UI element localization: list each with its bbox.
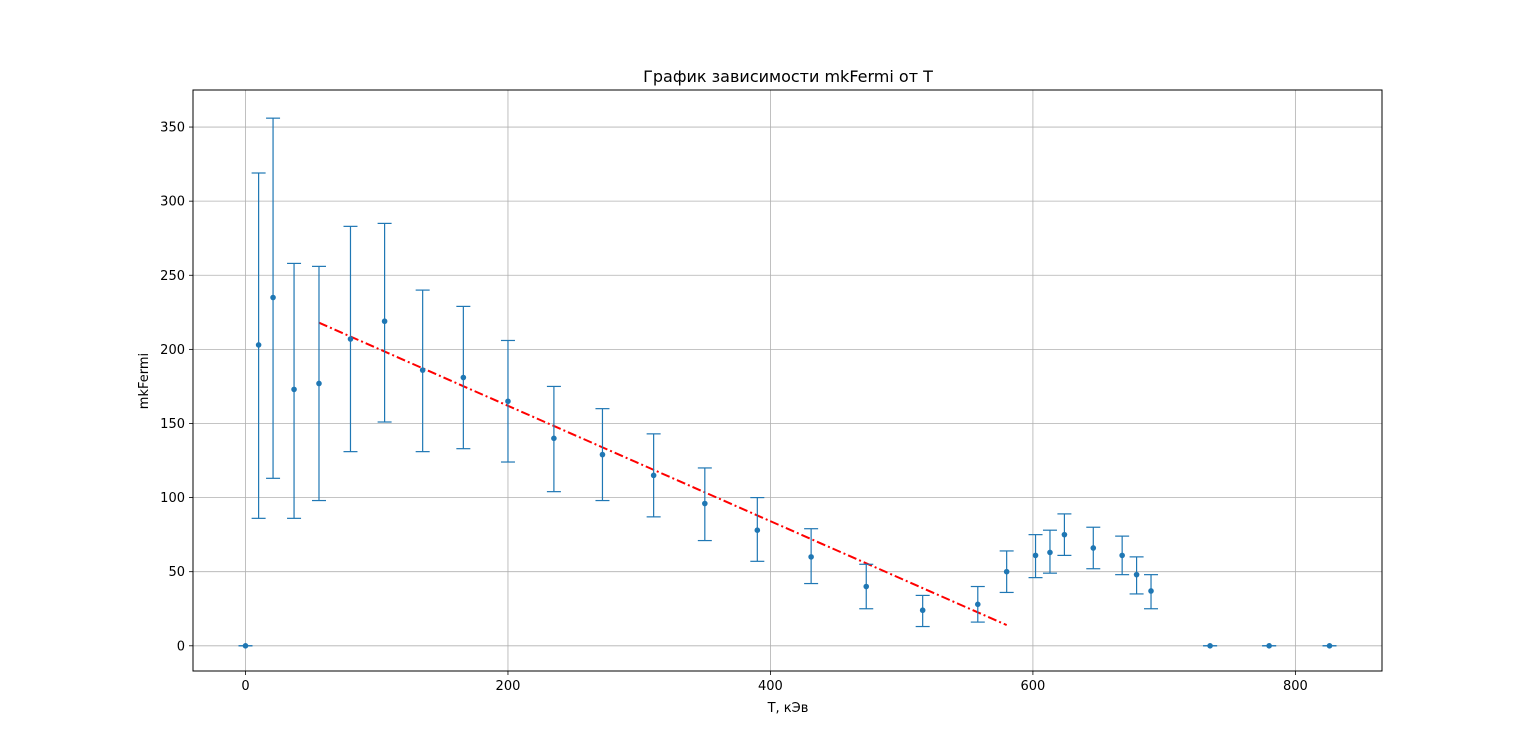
data-point [255, 342, 262, 348]
data-point [1326, 643, 1333, 649]
data-point [1047, 549, 1053, 556]
data-point [599, 451, 606, 458]
y-tick-label: 200 [160, 343, 185, 358]
y-tick-label: 0 [177, 639, 185, 654]
x-axis-label: T, кЭв [767, 701, 809, 716]
x-tick-label: 200 [496, 679, 521, 694]
chart-title: График зависимости mkFermi от T [643, 67, 933, 86]
data-point [242, 643, 249, 649]
data-point [1003, 568, 1010, 575]
data-point [1207, 643, 1213, 649]
y-tick-label: 300 [160, 195, 185, 210]
data-point [1032, 552, 1039, 559]
data-point [1266, 643, 1272, 649]
data-point [1061, 531, 1068, 538]
y-tick-label: 250 [160, 269, 185, 284]
data-point [316, 380, 322, 387]
data-point [919, 607, 926, 614]
plot-frame [192, 89, 1383, 672]
data-point [419, 367, 426, 373]
data-point [381, 318, 388, 325]
x-tick-label: 600 [1020, 679, 1045, 694]
x-tick-label: 0 [241, 679, 249, 694]
data-point [460, 374, 467, 381]
data-point [505, 398, 511, 405]
data-point [291, 386, 297, 393]
y-tick-label: 150 [160, 417, 185, 432]
data-point [1133, 571, 1140, 578]
fit-line [318, 321, 1008, 626]
y-tick-label: 50 [168, 565, 185, 580]
data-point [702, 500, 708, 507]
data-point [270, 294, 276, 301]
y-axis-label: mkFermi [137, 353, 152, 409]
data-point [1090, 545, 1097, 551]
y-tick-label: 100 [160, 491, 185, 506]
ticks-group: 0 200 400 600 800 0 50 100 150 200 250 300 350 [160, 121, 1308, 694]
data-point [808, 554, 814, 560]
points-group [242, 294, 1333, 649]
data-point [863, 583, 870, 590]
data-point [974, 601, 981, 608]
data-point [347, 336, 354, 342]
data-point [754, 527, 761, 533]
y-tick-label: 350 [160, 121, 185, 136]
x-tick-label: 800 [1283, 679, 1308, 694]
data-point [1148, 588, 1154, 594]
errorbars-group [238, 117, 1337, 647]
data-point [650, 472, 657, 479]
data-point [551, 435, 557, 442]
data-point [1119, 552, 1125, 559]
grid [193, 90, 1382, 671]
fit-line-group [318, 321, 1008, 626]
x-tick-label: 400 [758, 679, 783, 694]
